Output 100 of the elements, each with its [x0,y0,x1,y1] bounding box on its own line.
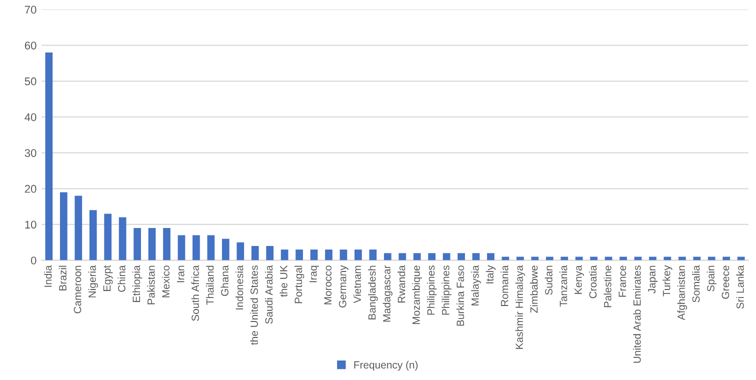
bar [678,256,686,260]
bar [604,256,612,260]
bar [487,253,494,260]
bar [60,192,68,260]
x-tick-label: Sri Lanka [736,265,744,309]
x-tick-label: Philippines [442,266,452,315]
x-tick-label: Bangladesh [368,266,378,320]
bar [634,256,642,260]
bar [516,256,524,260]
bar [325,250,332,260]
bar [546,256,554,260]
x-tick-label: Ethiopia [132,265,142,302]
x-tick-label: Kashmir Himalaya [515,265,526,349]
bar [428,253,436,260]
x-tick-label: Nigeria [88,265,98,298]
y-tick-label: 0 [30,256,36,264]
bar [118,217,126,260]
y-tick-label: 20 [24,184,36,193]
bar [163,228,170,260]
bar [560,256,568,260]
y-tick-label: 40 [24,113,36,122]
x-tick-label: Sudan [544,266,552,295]
bar [722,256,730,260]
x-tick-label: Brazil [58,266,66,290]
x-tick-label: Thailand [206,266,214,305]
bar [266,246,274,260]
x-tick-label: Vietnam [353,266,361,304]
x-tick-label: Mozambique [412,266,422,324]
bar [531,256,539,260]
bar [148,228,156,260]
x-tick-label: Spain [706,266,716,292]
x-tick-label: United Arab Emirates [633,266,641,363]
x-tick-label: Iraq [310,266,319,282]
x-tick-label: Japan [648,266,658,294]
x-tick-label: Afghanistan [677,266,688,320]
x-tick-label: Palestine [604,266,612,308]
bar [280,250,288,260]
y-tick-label: 50 [24,77,36,86]
x-tick-label: Kenya [574,265,584,294]
bar [590,256,598,260]
x-tick-label: Croatia [588,265,597,298]
bar [207,235,215,260]
bar [310,250,318,260]
x-tick-label: Mexico [162,266,170,298]
bar [664,256,672,260]
y-tick-label: 70 [24,6,36,14]
bar [236,242,244,260]
bar [104,214,112,260]
bar [413,253,421,260]
x-tick-label: France [618,266,626,297]
y-tick-label: 10 [25,220,36,229]
bar [384,253,392,260]
x-tick-label: Cameroon [74,266,82,314]
x-tick-label: Zimbabwe [530,266,538,313]
x-tick-label: India [44,265,52,287]
bar [575,256,583,260]
x-tick-label: Egypt [103,265,113,291]
bar [89,210,97,260]
x-tick-label: South Africa [191,265,199,321]
x-tick-label: Rwanda [398,265,406,303]
bar [458,253,465,260]
bar [737,256,745,260]
x-tick-label: Romania [500,265,508,306]
x-tick-label: Pakistan [147,266,155,304]
x-tick-label: Ghana [220,265,228,296]
x-tick-label: Burkina Faso [456,266,464,326]
bar [222,238,230,260]
x-tick-label: Philippines [426,266,437,315]
legend-label: Frequency (n) [354,360,418,371]
bar [296,250,303,260]
bar [369,250,377,260]
x-tick-label: Portugal [294,266,304,304]
bar [134,228,141,260]
x-tick-label: Iran [177,266,184,282]
x-tick-label: China [118,265,126,292]
x-tick-label: Somalia [692,265,700,302]
x-tick-label: Indonesia [236,265,244,310]
bar [74,196,82,260]
bar [649,256,656,260]
x-tick-label: Morocco [324,266,332,304]
x-tick-label: Tanzania [560,265,568,307]
y-tick-label: 60 [24,42,36,50]
bar [502,256,510,260]
x-tick-label: Madagascar [382,265,392,322]
bar [472,253,480,260]
bar [251,246,259,260]
bar [45,52,53,260]
bar [340,250,348,260]
bar [398,253,406,260]
x-tick-label: the United States [250,266,258,345]
x-tick-label: Italy [486,265,496,284]
bar [354,250,362,260]
x-tick-label: Saudi Arabia [264,265,273,324]
x-tick-label: Turkey [662,265,672,296]
x-tick-label: the UK [280,265,288,297]
bar [178,235,186,260]
bar [693,256,701,260]
x-tick-label: Malaysia [471,265,481,306]
x-tick-label: Germany [338,265,348,308]
bar [620,256,627,260]
